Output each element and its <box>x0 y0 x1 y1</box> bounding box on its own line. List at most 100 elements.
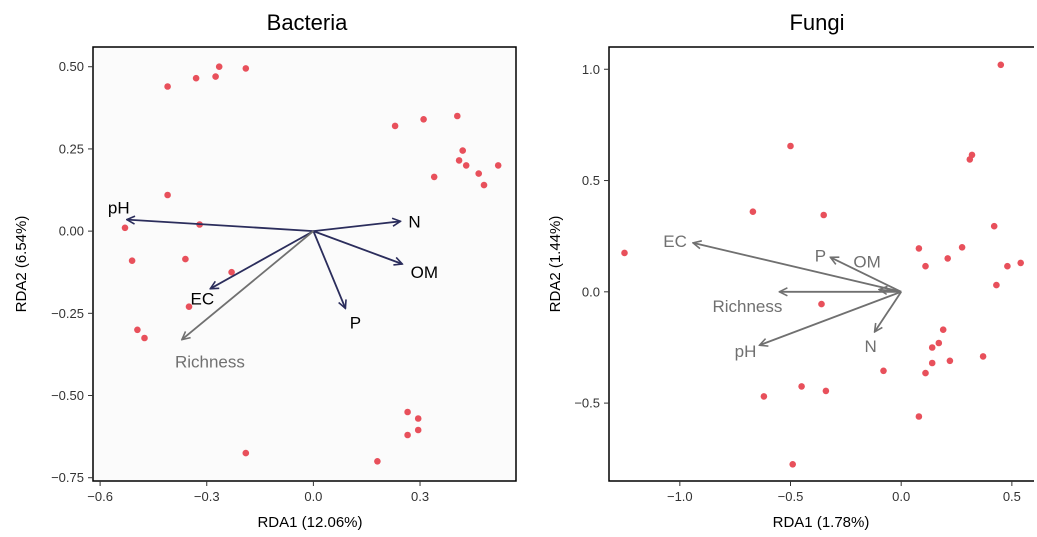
bacteria-y-axis-label: RDA2 (6.54%) <box>13 216 30 313</box>
fungi-point-23 <box>922 369 929 377</box>
bacteria-arrow-p <box>312 230 345 308</box>
fungi-arrow-ec <box>693 243 902 293</box>
fungi-x-tick-label-3: 0.5 <box>1003 489 1021 504</box>
fungi-plot-frame <box>608 46 1034 482</box>
bacteria-title: Bacteria <box>267 10 348 35</box>
bacteria-point-6 <box>420 116 427 123</box>
bacteria-point-0 <box>164 83 171 90</box>
fungi-point-3 <box>966 156 974 163</box>
bacteria-y-tick-label-1: −0.50 <box>51 388 84 403</box>
bacteria-arrow-label-n: N <box>408 212 420 231</box>
bacteria-point-8 <box>455 157 463 164</box>
bacteria-arrow-label-richness: Richness <box>175 353 245 372</box>
fungi-title: Fungi <box>789 10 844 35</box>
fungi-y-tick-label-0: −0.5 <box>574 396 600 411</box>
fungi-point-5 <box>820 211 827 219</box>
fungi-x-axis-label: RDA1 (1.78%) <box>773 514 870 531</box>
bacteria-x-tick-label-0: −0.6 <box>87 489 113 504</box>
fungi-point-7 <box>915 245 923 252</box>
fungi-point-21 <box>979 353 987 360</box>
bacteria-arrow-label-p: P <box>350 313 361 332</box>
fungi-arrow-n <box>875 291 902 332</box>
fungi-arrow-label-ec: EC <box>663 232 687 251</box>
bacteria-point-20 <box>228 268 235 276</box>
bacteria-point-24 <box>242 449 250 457</box>
fungi-point-26 <box>760 393 768 400</box>
bacteria-x-tick-label-3: 0.3 <box>411 489 429 504</box>
bacteria-y-tick-label-3: 0.00 <box>59 224 84 239</box>
fungi-point-0 <box>997 61 1005 69</box>
fungi-axis-ticks: −1.0 −0.5 0.0 0.5 −0.5 0.0 0.5 1.0 <box>574 62 1021 504</box>
bacteria-point-13 <box>494 162 502 169</box>
bacteria-point-2 <box>212 73 219 80</box>
bacteria-arrow-ec <box>210 230 314 289</box>
bacteria-axis-ticks: −0.6 −0.3 0.0 0.3 −0.75 −0.50 −0.25 0.00 0.25 0.5… <box>51 59 429 504</box>
fungi-y-tick-label-2: 0.5 <box>582 173 600 188</box>
fungi-point-15 <box>818 300 825 308</box>
bacteria-arrow-ph <box>127 220 314 232</box>
bacteria-point-23 <box>141 334 148 342</box>
bacteria-arrow-om <box>313 230 402 264</box>
bacteria-point-28 <box>414 426 422 434</box>
bacteria-panel: pH N OM P EC Richness −0.6 −0.3 0.0 0.3 −0.75 −0.5… <box>13 10 517 531</box>
bacteria-point-16 <box>121 224 129 232</box>
fungi-y-tick-label-1: 0.0 <box>582 284 600 299</box>
fungi-y-tick-label-3: 1.0 <box>582 62 600 77</box>
bacteria-x-tick-label-1: −0.3 <box>194 489 220 504</box>
bacteria-point-3 <box>215 63 223 70</box>
bacteria-point-5 <box>391 122 399 130</box>
fungi-point-8 <box>958 244 966 251</box>
fungi-arrow-label-ph: pH <box>735 342 757 361</box>
bacteria-y-tick-label-5: 0.50 <box>59 59 84 74</box>
bacteria-x-axis-label: RDA1 (12.06%) <box>257 514 362 531</box>
bacteria-point-21 <box>185 303 193 311</box>
bacteria-arrow-label-om: OM <box>411 263 438 282</box>
bacteria-point-7 <box>454 112 461 120</box>
fungi-arrow-label-richness: Richness <box>712 297 782 316</box>
fungi-point-22 <box>880 367 887 375</box>
fungi-panel: EC P OM Richness NpH −1.0 −0.5 0.0 0.5 −0.5 0.0 0.… <box>547 10 1034 531</box>
fungi-x-tick-label-1: −0.5 <box>778 489 804 504</box>
bacteria-arrow-n <box>313 221 400 232</box>
bacteria-plot-frame <box>92 46 517 482</box>
fungi-point-28 <box>789 461 796 468</box>
fungi-x-tick-label-2: 0.0 <box>892 489 910 504</box>
fungi-point-20 <box>946 357 954 365</box>
bacteria-point-14 <box>430 173 438 181</box>
fungi-point-27 <box>915 413 923 420</box>
bacteria-point-22 <box>134 326 141 334</box>
bacteria-point-9 <box>459 147 467 154</box>
bacteria-point-11 <box>475 170 483 177</box>
fungi-point-17 <box>935 339 943 347</box>
fungi-point-10 <box>944 255 951 262</box>
fungi-arrow-p <box>830 257 902 293</box>
bacteria-point-18 <box>128 257 136 265</box>
bacteria-point-19 <box>182 255 189 263</box>
bacteria-plot-background <box>93 47 516 481</box>
fungi-point-24 <box>798 383 805 390</box>
bacteria-arrow-label-ec: EC <box>190 290 214 309</box>
fungi-plot-background <box>609 47 1034 481</box>
bacteria-y-tick-label-4: 0.25 <box>59 141 84 156</box>
bacteria-point-29 <box>374 458 381 465</box>
fungi-point-1 <box>787 142 794 150</box>
fungi-x-tick-label-0: −1.0 <box>667 489 693 504</box>
fungi-point-19 <box>928 359 936 367</box>
fungi-point-6 <box>990 222 998 230</box>
bacteria-point-1 <box>192 74 200 82</box>
bacteria-point-4 <box>242 65 250 72</box>
bacteria-arrow-label-ph: pH <box>108 199 130 218</box>
fungi-point-16 <box>939 326 947 334</box>
fungi-point-14 <box>993 281 1000 289</box>
fungi-plot-content: EC P OM Richness NpH <box>621 61 1024 468</box>
bacteria-point-27 <box>404 431 411 439</box>
bacteria-plot-content: pH N OM P EC Richness <box>108 63 502 465</box>
fungi-arrow-label-p: P <box>815 246 826 265</box>
bacteria-point-25 <box>404 408 411 416</box>
bacteria-y-tick-label-2: −0.25 <box>51 306 84 321</box>
bacteria-arrow-richness <box>182 230 314 340</box>
fungi-arrow-label-om: OM <box>853 253 880 272</box>
fungi-arrow-ph <box>760 290 902 345</box>
fungi-point-11 <box>922 262 929 270</box>
